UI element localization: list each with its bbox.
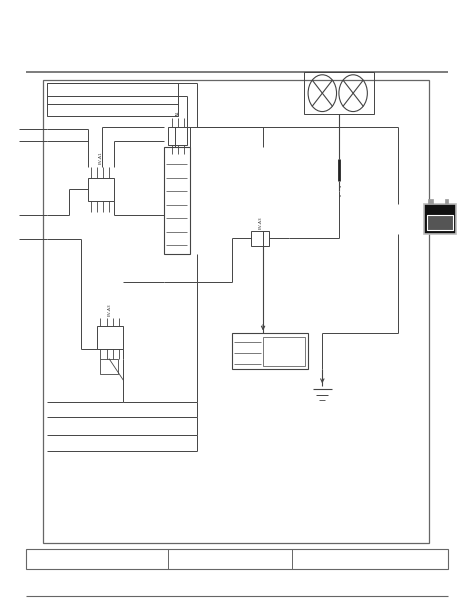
Bar [47, 83, 178, 116]
Text: EV-A3: EV-A3 [258, 216, 262, 229]
Text: EV-A1: EV-A1 [99, 151, 102, 164]
Bar [427, 215, 453, 230]
Text: A1: A1 [176, 110, 180, 116]
Bar [43, 80, 429, 543]
Bar [427, 215, 453, 230]
Bar [168, 127, 187, 145]
Bar [424, 204, 456, 234]
Bar [164, 147, 190, 254]
Bar [100, 359, 118, 374]
Bar [97, 326, 123, 349]
Bar [428, 199, 433, 204]
Bar [263, 337, 305, 366]
Bar [445, 199, 448, 204]
Bar [251, 231, 269, 246]
Bar [304, 72, 374, 114]
Text: EV-A3: EV-A3 [108, 303, 112, 316]
Bar [88, 178, 114, 201]
Bar [26, 549, 448, 569]
Bar [232, 333, 308, 369]
